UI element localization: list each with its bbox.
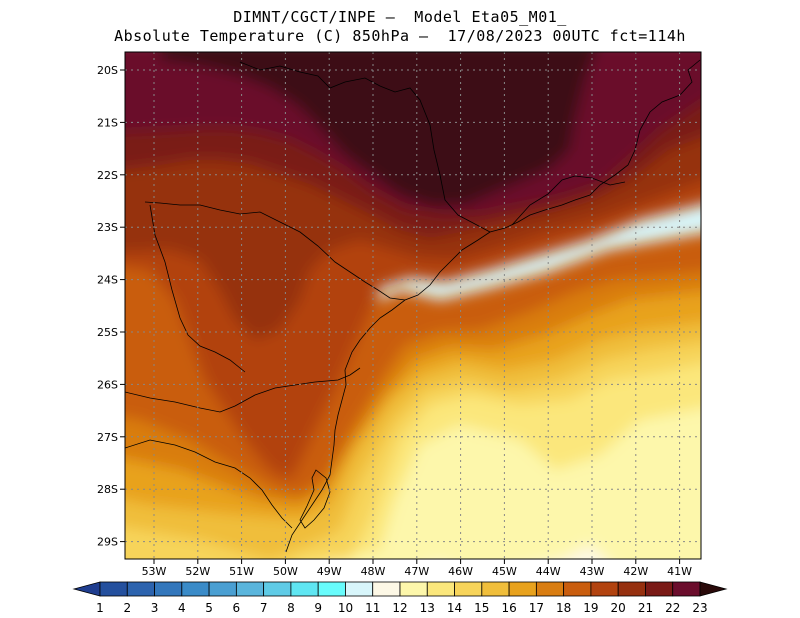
lon-tick-label: 44W bbox=[536, 565, 561, 578]
colorbar-swatch bbox=[317, 581, 346, 597]
lat-tick-label: 21S bbox=[97, 116, 118, 129]
lon-tick-label: 53W bbox=[142, 565, 167, 578]
lat-tick-label: 24S bbox=[97, 274, 118, 287]
colorbar-level-label: 1 bbox=[96, 601, 104, 615]
coastline bbox=[285, 59, 701, 553]
lat-tick-label: 27S bbox=[97, 431, 118, 444]
lat-tick-label: 23S bbox=[97, 221, 118, 234]
coastline-borders bbox=[125, 59, 701, 553]
colorbar-swatch bbox=[399, 581, 428, 597]
lon-tick-label: 50W bbox=[273, 565, 298, 578]
lon-tick-label: 42W bbox=[623, 565, 648, 578]
colorbar-swatch bbox=[508, 581, 537, 597]
colorbar-swatch bbox=[345, 581, 374, 597]
plot-frame bbox=[124, 51, 702, 560]
longitude-axis: 53W 52W 51W 50W 49W 48W 47W 46W 45W 44W 43W 42W 41W bbox=[142, 559, 692, 578]
colorbar-swatch bbox=[263, 581, 292, 597]
lon-tick-label: 49W bbox=[317, 565, 342, 578]
state-border-sp-mg bbox=[239, 61, 491, 233]
lon-tick-label: 46W bbox=[448, 565, 473, 578]
lat-tick-label: 29S bbox=[97, 536, 118, 549]
colorbar-level-label: 8 bbox=[287, 601, 295, 615]
colorbar-level-label: 22 bbox=[665, 601, 680, 615]
colorbar-level-label: 9 bbox=[314, 601, 322, 615]
lon-tick-label: 48W bbox=[361, 565, 386, 578]
colorbar-level-label: 12 bbox=[392, 601, 407, 615]
colorbar-swatch bbox=[617, 581, 646, 597]
figure-title-line2: Absolute Temperature (C) 850hPa — 17/08/… bbox=[114, 27, 686, 45]
colorbar-swatch bbox=[535, 581, 565, 597]
lat-tick-label: 20S bbox=[97, 64, 118, 77]
lon-tick-label: 51W bbox=[229, 565, 254, 578]
latitude-axis: 20S 21S 22S 23S 24S 25S 26S 27S 28S 29S bbox=[97, 64, 125, 549]
figure-title-line1: DIMNT/CGCT/INPE — Model Eta05_M01_ bbox=[233, 8, 567, 26]
state-border-rj bbox=[511, 175, 626, 226]
colorbar-swatch bbox=[481, 581, 510, 597]
lat-tick-label: 25S bbox=[97, 326, 118, 339]
colorbar-level-label: 17 bbox=[529, 601, 544, 615]
colorbar-level-label: 20 bbox=[611, 601, 626, 615]
colorbar-swatch bbox=[563, 581, 592, 597]
colorbar-level-label: 5 bbox=[205, 601, 213, 615]
colorbar-swatch bbox=[126, 581, 155, 597]
colorbar-arrow-low bbox=[72, 581, 101, 597]
state-border-rs-sc bbox=[125, 439, 293, 529]
lon-tick-label: 45W bbox=[492, 565, 517, 578]
colorbar-swatch bbox=[235, 581, 265, 597]
colorbar-swatch bbox=[590, 581, 619, 597]
lon-tick-label: 52W bbox=[185, 565, 210, 578]
colorbar-level-label: 6 bbox=[233, 601, 241, 615]
colorbar-swatch bbox=[208, 581, 237, 597]
colorbar-swatch bbox=[645, 581, 674, 597]
colorbar-level-label: 15 bbox=[474, 601, 489, 615]
state-border-sc-pr bbox=[125, 367, 361, 413]
colorbar-level-label: 23 bbox=[692, 601, 707, 615]
paraguay-border bbox=[149, 204, 246, 373]
colorbar-level-label: 7 bbox=[260, 601, 268, 615]
graticule bbox=[125, 52, 701, 559]
temperature-field bbox=[125, 52, 701, 559]
colorbar-level-label: 3 bbox=[151, 601, 159, 615]
colorbar-level-label: 18 bbox=[556, 601, 571, 615]
colorbar-swatch bbox=[672, 581, 701, 597]
lat-tick-label: 26S bbox=[97, 378, 118, 391]
lon-tick-label: 43W bbox=[580, 565, 605, 578]
colorbar-level-label: 10 bbox=[338, 601, 353, 615]
lat-tick-label: 28S bbox=[97, 483, 118, 496]
state-border-parana bbox=[144, 201, 406, 301]
colorbar-swatch bbox=[290, 581, 319, 597]
colorbar-level-label: 19 bbox=[583, 601, 598, 615]
colorbar-level-label: 14 bbox=[447, 601, 462, 615]
colorbar-swatch bbox=[372, 581, 401, 597]
colorbar-level-label: 4 bbox=[178, 601, 186, 615]
colorbar-level-label: 16 bbox=[501, 601, 516, 615]
lon-tick-label: 47W bbox=[404, 565, 429, 578]
colorbar-swatch bbox=[454, 581, 483, 597]
colorbar-swatch bbox=[154, 581, 183, 597]
lon-tick-label: 41W bbox=[667, 565, 692, 578]
lat-tick-label: 22S bbox=[97, 169, 118, 182]
lagoa-dos-patos bbox=[299, 469, 331, 529]
colorbar-level-label: 11 bbox=[365, 601, 380, 615]
colorbar-level-label: 2 bbox=[123, 601, 131, 615]
colorbar: 1 2 3 4 5 6 7 8 9 10 11 12 13 14 15 16 17 18 19 20 21 22 23 bbox=[72, 581, 728, 615]
colorbar-level-label: 21 bbox=[638, 601, 653, 615]
colorbar-swatch bbox=[181, 581, 210, 597]
colorbar-arrow-high bbox=[699, 581, 728, 597]
temperature-band bbox=[160, 52, 596, 206]
colorbar-swatch bbox=[426, 581, 455, 597]
colorbar-level-label: 13 bbox=[420, 601, 435, 615]
colorbar-swatch bbox=[99, 581, 128, 597]
